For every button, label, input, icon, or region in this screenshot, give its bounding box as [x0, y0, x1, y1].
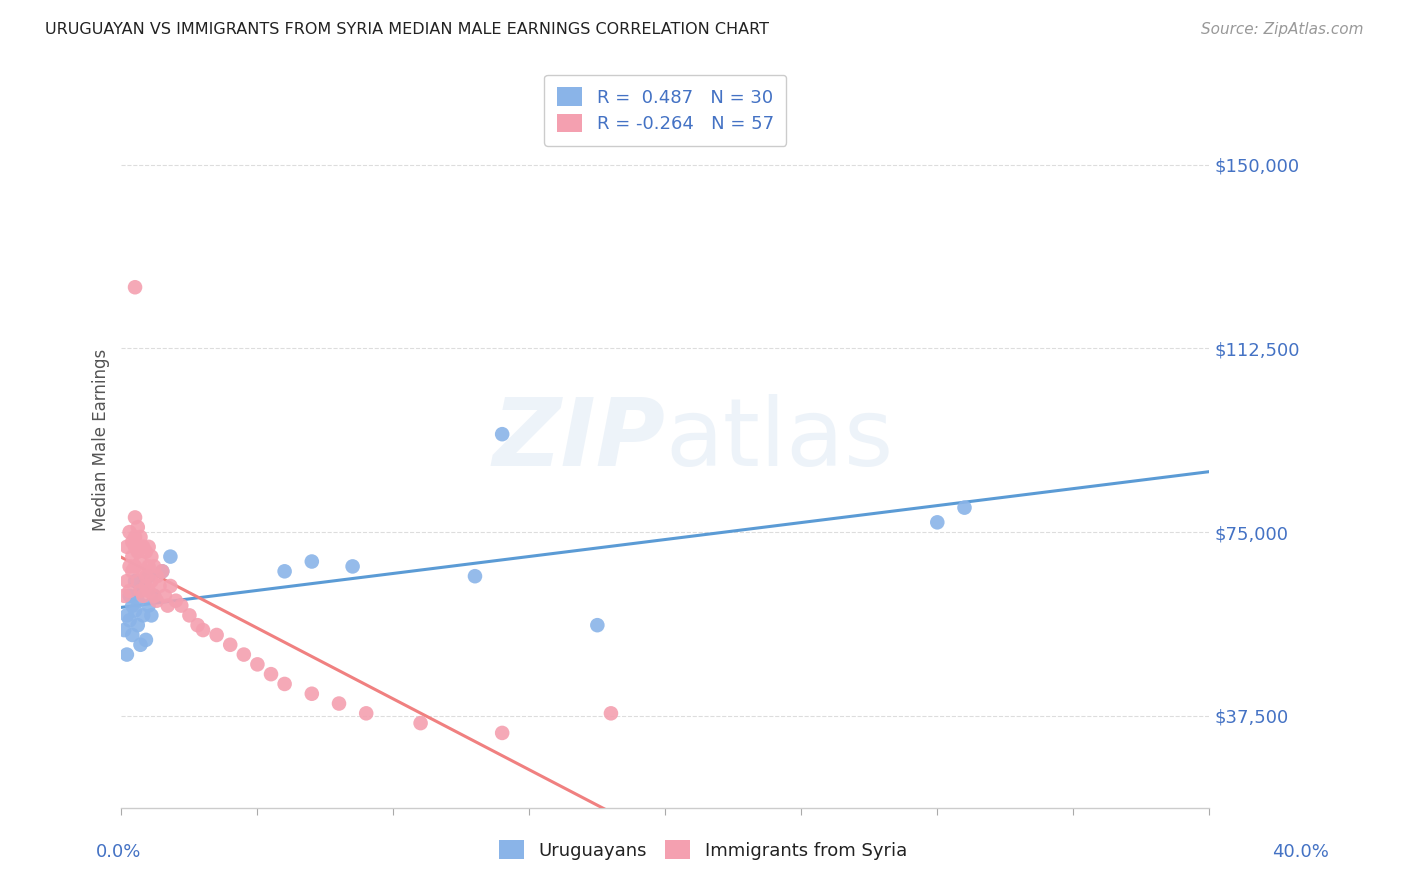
Point	[354, 706, 377, 721]
Point	[112, 589, 135, 603]
Point	[301, 554, 323, 568]
Point	[129, 554, 152, 568]
Point	[118, 525, 141, 540]
Point	[124, 574, 146, 588]
Point	[118, 589, 141, 603]
Point	[129, 583, 152, 598]
Point	[205, 628, 228, 642]
Point	[328, 697, 350, 711]
Point	[129, 638, 152, 652]
Point	[143, 589, 166, 603]
Legend: Uruguayans, Immigrants from Syria: Uruguayans, Immigrants from Syria	[492, 833, 914, 867]
Point	[118, 583, 141, 598]
Point	[121, 535, 143, 549]
Point	[135, 569, 157, 583]
Point	[115, 648, 138, 662]
Point	[127, 574, 149, 588]
Text: 0.0%: 0.0%	[96, 843, 141, 861]
Point	[124, 280, 146, 294]
Point	[179, 608, 201, 623]
Point	[491, 427, 513, 442]
Point	[115, 574, 138, 588]
Point	[143, 589, 166, 603]
Point	[135, 545, 157, 559]
Point	[121, 549, 143, 564]
Text: atlas: atlas	[665, 394, 894, 486]
Point	[112, 623, 135, 637]
Point	[156, 599, 179, 613]
Point	[301, 687, 323, 701]
Point	[118, 613, 141, 627]
Point	[146, 593, 169, 607]
Point	[121, 599, 143, 613]
Point	[115, 608, 138, 623]
Point	[150, 564, 173, 578]
Point	[141, 549, 163, 564]
Legend: R =  0.487   N = 30, R = -0.264   N = 57: R = 0.487 N = 30, R = -0.264 N = 57	[544, 75, 786, 146]
Point	[586, 618, 609, 632]
Point	[124, 530, 146, 544]
Point	[121, 564, 143, 578]
Point	[273, 677, 295, 691]
Point	[121, 628, 143, 642]
Point	[127, 618, 149, 632]
Point	[132, 579, 155, 593]
Point	[141, 608, 163, 623]
Point	[138, 559, 160, 574]
Point	[138, 540, 160, 554]
Point	[127, 593, 149, 607]
Point	[491, 726, 513, 740]
Point	[159, 549, 181, 564]
Point	[148, 579, 170, 593]
Point	[191, 623, 214, 637]
Text: ZIP: ZIP	[492, 394, 665, 486]
Point	[146, 569, 169, 583]
Point	[143, 559, 166, 574]
Point	[138, 583, 160, 598]
Y-axis label: Median Male Earnings: Median Male Earnings	[93, 349, 110, 532]
Point	[153, 589, 176, 603]
Point	[127, 520, 149, 534]
Point	[124, 603, 146, 617]
Point	[246, 657, 269, 672]
Point	[138, 569, 160, 583]
Point	[464, 569, 486, 583]
Point	[342, 559, 364, 574]
Point	[150, 564, 173, 578]
Point	[115, 540, 138, 554]
Point	[124, 559, 146, 574]
Point	[165, 593, 187, 607]
Point	[118, 559, 141, 574]
Point	[132, 589, 155, 603]
Point	[219, 638, 242, 652]
Point	[953, 500, 976, 515]
Point	[141, 574, 163, 588]
Point	[927, 516, 949, 530]
Point	[170, 599, 193, 613]
Point	[600, 706, 623, 721]
Point	[232, 648, 254, 662]
Text: Source: ZipAtlas.com: Source: ZipAtlas.com	[1201, 22, 1364, 37]
Point	[124, 510, 146, 524]
Text: 40.0%: 40.0%	[1272, 843, 1329, 861]
Text: URUGUAYAN VS IMMIGRANTS FROM SYRIA MEDIAN MALE EARNINGS CORRELATION CHART: URUGUAYAN VS IMMIGRANTS FROM SYRIA MEDIA…	[45, 22, 769, 37]
Point	[129, 530, 152, 544]
Point	[138, 599, 160, 613]
Point	[135, 579, 157, 593]
Point	[273, 564, 295, 578]
Point	[124, 540, 146, 554]
Point	[187, 618, 209, 632]
Point	[260, 667, 283, 681]
Point	[409, 716, 432, 731]
Point	[135, 632, 157, 647]
Point	[129, 583, 152, 598]
Point	[159, 579, 181, 593]
Point	[132, 540, 155, 554]
Point	[127, 545, 149, 559]
Point	[132, 608, 155, 623]
Point	[132, 564, 155, 578]
